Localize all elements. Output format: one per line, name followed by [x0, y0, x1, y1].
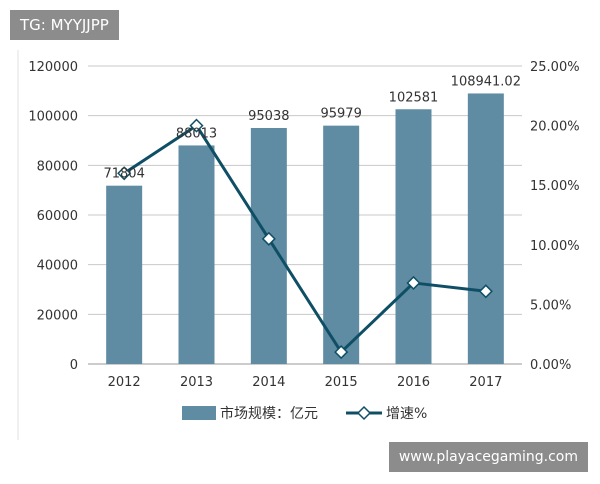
- bar: [106, 185, 143, 364]
- y-left-tick-label: 20000: [37, 308, 78, 323]
- bar-data-label: 88013: [176, 126, 217, 141]
- y-right-tick-label: 5.00%: [530, 298, 571, 313]
- y-right-tick-label: 0.00%: [530, 358, 571, 373]
- bar-data-label: 95979: [320, 107, 361, 122]
- y-right-tick-label: 25.00%: [530, 60, 580, 75]
- bar-data-label: 95038: [248, 109, 289, 124]
- bar: [323, 125, 360, 364]
- y-right-tick-label: 20.00%: [530, 120, 580, 135]
- x-tick-label: 2017: [469, 375, 502, 390]
- y-left-tick-label: 80000: [37, 159, 78, 174]
- bar: [250, 127, 287, 364]
- bar-data-label: 102581: [389, 90, 439, 105]
- x-tick-label: 2014: [252, 375, 285, 390]
- y-left-tick-label: 120000: [28, 60, 78, 75]
- legend-bar-label: 市场规模：亿元: [220, 405, 318, 422]
- x-tick-label: 2012: [108, 375, 141, 390]
- watermark-bottom: www.playacegaming.com: [388, 442, 588, 472]
- bar-data-label: 108941.02: [451, 74, 521, 89]
- y-left-tick-label: 0: [70, 358, 78, 373]
- bar: [395, 109, 432, 364]
- y-left-tick-label: 40000: [37, 259, 78, 274]
- line-marker: [334, 345, 349, 360]
- x-tick-label: 2013: [180, 375, 213, 390]
- y-right-tick-label: 10.00%: [530, 239, 580, 254]
- y-right-tick-label: 15.00%: [530, 179, 580, 194]
- line-marker: [261, 231, 276, 246]
- x-tick-label: 2015: [325, 375, 358, 390]
- line-marker: [406, 275, 421, 291]
- legend-bar-swatch: [182, 406, 216, 420]
- legend-line-label: 增速%: [386, 406, 427, 422]
- watermark-top: TG: MYYJJPP: [10, 10, 119, 40]
- bar-data-label: 71804: [103, 167, 144, 182]
- bar: [467, 93, 504, 364]
- legend-line-marker: [356, 405, 372, 421]
- line-marker: [189, 118, 204, 133]
- bar: [178, 145, 215, 364]
- line-marker: [478, 284, 493, 299]
- line-marker: [117, 166, 132, 181]
- y-left-tick-label: 100000: [28, 110, 78, 125]
- y-left-tick-label: 60000: [37, 209, 78, 224]
- growth-line: [123, 124, 487, 354]
- x-tick-label: 2016: [397, 375, 430, 390]
